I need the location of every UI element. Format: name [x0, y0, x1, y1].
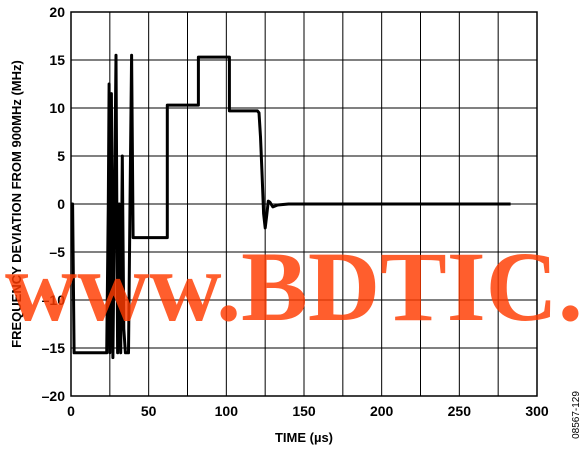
y-tick-labels: 20 15 10 5 0 –5 –10 –15 –20 — [42, 4, 66, 404]
x-axis-label: TIME (µs) — [275, 430, 333, 445]
y-tick-label: –20 — [42, 388, 66, 404]
x-tick-label: 250 — [448, 403, 472, 419]
series-line — [71, 53, 511, 360]
x-tick-label: 100 — [215, 403, 239, 419]
y-tick-label: –15 — [42, 340, 66, 356]
x-tick-label: 150 — [292, 403, 316, 419]
figure-id: 08567-129 — [571, 391, 582, 439]
x-tick-label: 300 — [525, 403, 549, 419]
y-axis-label: FREQUENCY DEVIATION FROM 900MHz (MHz) — [9, 60, 24, 348]
y-tick-label: 20 — [49, 4, 65, 20]
y-tick-label: 15 — [49, 52, 65, 68]
x-tick-label: 200 — [370, 403, 394, 419]
y-tick-label: –5 — [49, 244, 65, 260]
y-tick-label: 10 — [49, 100, 65, 116]
y-tick-label: 0 — [57, 196, 65, 212]
y-tick-label: –10 — [42, 292, 66, 308]
y-tick-label: 5 — [57, 148, 65, 164]
watermark: www.BDTIC.com — [5, 231, 586, 342]
x-tick-labels: 0 50 100 150 200 250 300 — [67, 403, 549, 419]
x-tick-label: 50 — [141, 403, 157, 419]
x-tick-label: 0 — [67, 403, 75, 419]
